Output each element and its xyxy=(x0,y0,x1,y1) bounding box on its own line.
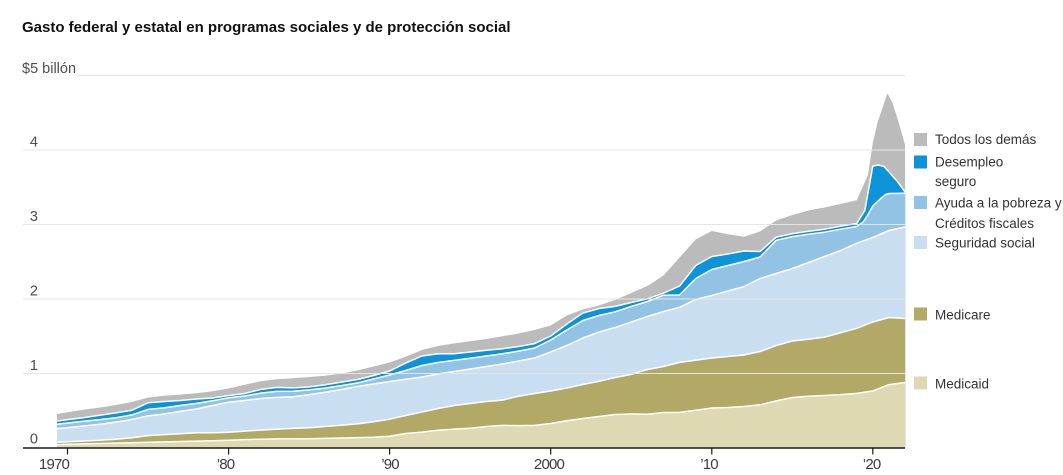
svg-text:2: 2 xyxy=(30,284,38,300)
svg-text:’20: ’20 xyxy=(863,456,881,473)
svg-text:’10: ’10 xyxy=(700,456,718,473)
svg-text:Seguridad social: Seguridad social xyxy=(935,236,1035,251)
svg-text:$5 billón: $5 billón xyxy=(22,61,76,77)
svg-text:3: 3 xyxy=(30,209,38,225)
svg-text:4: 4 xyxy=(30,135,38,151)
svg-text:Medicaid: Medicaid xyxy=(935,377,989,392)
svg-text:2000: 2000 xyxy=(534,456,565,473)
svg-text:Medicare: Medicare xyxy=(935,308,991,323)
svg-text:Desempleo: Desempleo xyxy=(935,155,1003,170)
svg-text:1970: 1970 xyxy=(39,456,70,473)
svg-text:’90: ’90 xyxy=(381,456,399,473)
svg-text:’80: ’80 xyxy=(217,456,235,473)
svg-text:Todos los demás: Todos los demás xyxy=(935,132,1037,147)
svg-text:Créditos fiscales: Créditos fiscales xyxy=(935,216,1034,231)
svg-text:Gasto federal y estatal en pro: Gasto federal y estatal en programas soc… xyxy=(22,19,511,36)
svg-text:Ayuda a la pobreza y: Ayuda a la pobreza y xyxy=(935,196,1062,211)
svg-text:seguro: seguro xyxy=(935,174,976,189)
svg-text:0: 0 xyxy=(30,432,38,448)
svg-text:1: 1 xyxy=(30,358,38,374)
